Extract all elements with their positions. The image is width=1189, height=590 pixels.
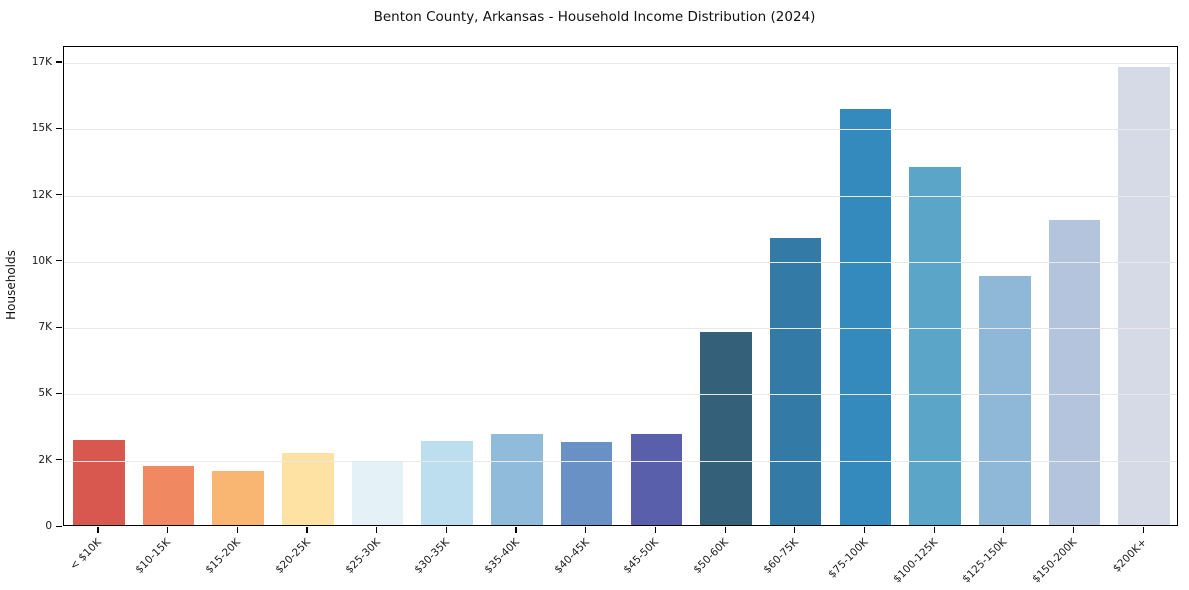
x-tick-label: $15-20K xyxy=(203,536,243,576)
y-tick-label: 0 xyxy=(45,520,52,532)
gridline xyxy=(64,129,1177,131)
bar-45-50k xyxy=(630,434,683,525)
gridline xyxy=(64,195,1177,197)
gridline xyxy=(64,62,1177,64)
x-tick-label: $25-30K xyxy=(342,536,383,576)
x-tick-mark xyxy=(236,527,238,533)
x-tick-label: $40-45K xyxy=(551,536,592,576)
x-tick-mark xyxy=(654,527,657,533)
x-tick-mark xyxy=(306,527,308,533)
bar-75-100k xyxy=(839,108,892,525)
x-tick-label: $125-150K xyxy=(960,536,1010,586)
x-tick-mark xyxy=(585,527,587,533)
x-tick-label: $20-25K xyxy=(273,536,313,576)
gridline xyxy=(64,261,1177,263)
y-tick-label: 17K xyxy=(31,55,52,68)
y-tick-label: 15K xyxy=(31,122,52,135)
y-axis-label: Households xyxy=(4,250,18,320)
plot-area xyxy=(63,46,1178,526)
grid-layer xyxy=(64,47,1177,525)
bar-20-25k xyxy=(282,452,334,525)
x-tick-mark xyxy=(1003,527,1005,533)
bar-10-15k xyxy=(142,466,195,525)
x-tick-mark xyxy=(724,527,726,533)
bar-100-125k xyxy=(909,166,961,525)
gridline xyxy=(64,328,1177,330)
x-tick-label: $150-200K xyxy=(1030,536,1080,586)
bar-150-200k xyxy=(1048,219,1101,525)
y-tick-label: 2K xyxy=(38,453,52,466)
x-tick-mark xyxy=(515,527,517,533)
y-tick-label: 7K xyxy=(38,321,52,334)
x-tick-mark xyxy=(167,527,169,533)
x-tick-label: $45-50K xyxy=(621,536,662,576)
bar-15-20k xyxy=(212,471,264,525)
bar-40-45k xyxy=(560,442,613,525)
bar-125-150k xyxy=(978,275,1031,525)
x-tick-mark xyxy=(863,527,866,533)
bar-25-30k xyxy=(351,460,404,525)
x-tick-label: $10-15K xyxy=(133,536,174,576)
y-tick-mark xyxy=(56,525,62,527)
chart-title: Benton County, Arkansas - Household Inco… xyxy=(373,9,816,25)
bars-layer xyxy=(64,47,1177,525)
x-tick-mark xyxy=(1142,527,1144,533)
y-tick-mark xyxy=(56,326,62,328)
y-tick-label: 5K xyxy=(38,387,52,400)
x-tick-mark xyxy=(933,527,935,533)
y-tick-mark xyxy=(56,127,62,129)
bar-35-40k xyxy=(491,433,543,525)
x-tick-mark xyxy=(1072,527,1075,533)
y-tick-mark xyxy=(56,194,62,196)
x-tick-label: $200K+ xyxy=(1110,536,1149,575)
x-tick-label: $35-40K xyxy=(482,536,522,576)
bar-60-75k xyxy=(769,237,822,525)
gridline xyxy=(64,460,1177,462)
bar-50-60k xyxy=(700,332,752,525)
y-tick-mark xyxy=(56,61,62,63)
x-tick-mark xyxy=(97,527,99,533)
bar-200k xyxy=(1118,66,1170,525)
x-tick-label: $50-60K xyxy=(691,536,731,576)
y-tick-label: 12K xyxy=(31,188,52,201)
bar-10k xyxy=(73,439,125,525)
gridline xyxy=(64,394,1177,396)
y-tick-mark xyxy=(56,392,62,395)
x-tick-label: $60-75K xyxy=(760,536,801,576)
y-tick-mark xyxy=(56,260,62,262)
x-tick-mark xyxy=(445,527,447,533)
bar-30-35k xyxy=(421,441,474,525)
x-tick-label: $30-35K xyxy=(412,536,453,576)
x-tick-label: $100-125K xyxy=(890,536,940,586)
x-tick-mark xyxy=(794,527,796,533)
x-tick-mark xyxy=(376,527,378,533)
x-tick-label: < $10K xyxy=(67,536,104,573)
y-tick-mark xyxy=(56,459,62,461)
x-tick-label: $75-100K xyxy=(825,536,871,581)
y-tick-label: 10K xyxy=(31,254,52,267)
